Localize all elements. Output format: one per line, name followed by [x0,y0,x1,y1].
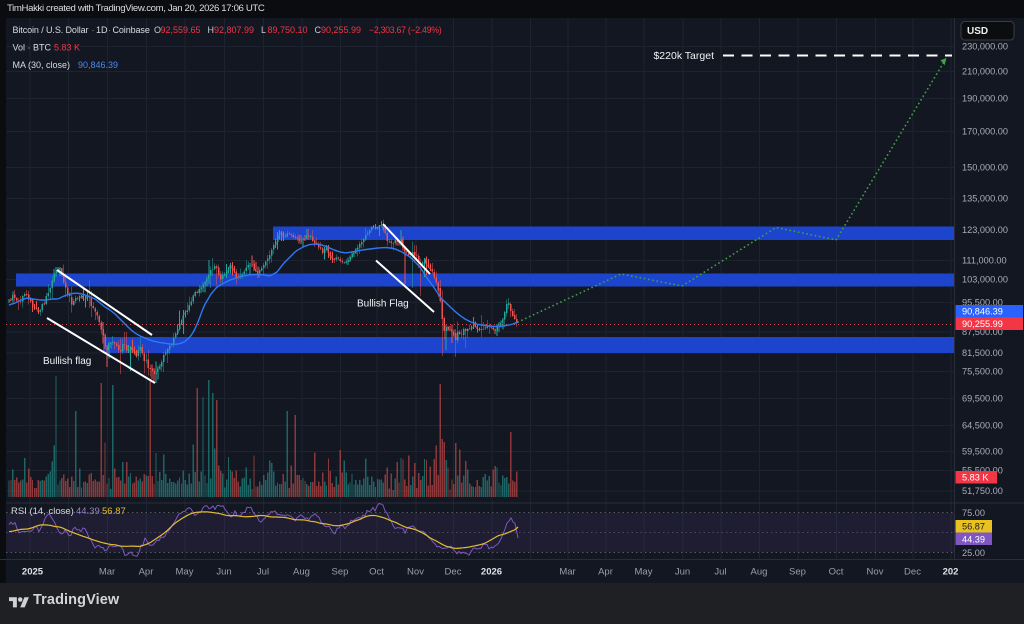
svg-text:Mar: Mar [559,567,575,578]
svg-text:111,000.00: 111,000.00 [962,255,1007,265]
svg-text:210,000.00: 210,000.00 [962,66,1008,76]
svg-text:90,255.99: 90,255.99 [962,319,1003,329]
svg-text:1D: 1D [96,25,108,35]
svg-text:H: H [208,25,215,35]
svg-text:64,500.00: 64,500.00 [962,420,1003,430]
svg-text:$220k Target: $220k Target [653,50,714,62]
svg-text:O: O [154,25,161,35]
svg-text:5.83 K: 5.83 K [54,43,80,53]
svg-text:75,500.00: 75,500.00 [962,366,1003,376]
svg-text:Jun: Jun [675,567,690,578]
svg-text:Jul: Jul [257,567,269,578]
svg-text:RSI (14, close): RSI (14, close) [11,506,74,517]
svg-text:95,500.00: 95,500.00 [962,297,1003,307]
svg-text:Bullish Flag: Bullish Flag [357,299,409,310]
svg-text:170,000.00: 170,000.00 [962,126,1008,136]
svg-text:Bitcoin / U.S. Dollar: Bitcoin / U.S. Dollar [13,25,89,35]
svg-text:90,255.99: 90,255.99 [321,25,361,35]
svg-text:−2,303.67 (−2.49%): −2,303.67 (−2.49%) [369,25,442,35]
svg-text:90,846.39: 90,846.39 [962,307,1003,317]
svg-text:87,500.00: 87,500.00 [962,327,1003,337]
svg-text:25.00: 25.00 [962,548,985,558]
svg-text:103,000.00: 103,000.00 [962,274,1008,284]
svg-text:MA (30, close): MA (30, close) [13,60,71,70]
svg-text:202: 202 [943,567,959,578]
svg-text:92,807.99: 92,807.99 [214,25,254,35]
svg-text:230,000.00: 230,000.00 [962,41,1008,51]
svg-text:Aug: Aug [293,567,310,578]
svg-text:L: L [261,25,266,35]
svg-text:135,000.00: 135,000.00 [962,193,1008,203]
svg-text:Apr: Apr [598,567,613,578]
svg-text:2025: 2025 [22,567,44,578]
svg-text:Oct: Oct [829,567,844,578]
svg-text:51,750.00: 51,750.00 [962,486,1003,496]
svg-text:44.39: 44.39 [962,534,985,544]
svg-text:89,750.10: 89,750.10 [268,25,308,35]
svg-text:56.87: 56.87 [102,506,126,517]
svg-text:Sep: Sep [332,567,349,578]
svg-text:Aug: Aug [751,567,768,578]
svg-text:Apr: Apr [139,567,154,578]
svg-text:81,500.00: 81,500.00 [962,348,1003,358]
svg-text:·: · [92,25,95,35]
svg-text:C: C [315,25,322,35]
svg-text:56.87: 56.87 [962,522,985,532]
svg-text:55,500.00: 55,500.00 [962,465,1003,475]
svg-text:Sep: Sep [789,567,806,578]
svg-text:2026: 2026 [481,567,502,578]
svg-text:Jul: Jul [714,567,726,578]
svg-text:190,000.00: 190,000.00 [962,93,1008,103]
svg-text:May: May [176,567,194,578]
svg-text:Jun: Jun [216,567,231,578]
svg-text:123,000.00: 123,000.00 [962,225,1008,235]
svg-text:Nov: Nov [407,567,424,578]
svg-text:Dec: Dec [904,567,921,578]
svg-text:Vol · BTC: Vol · BTC [13,43,52,53]
svg-text:Dec: Dec [445,567,462,578]
svg-text:USD: USD [967,26,988,37]
svg-text:·: · [108,25,111,35]
svg-text:Oct: Oct [369,567,384,578]
svg-text:Mar: Mar [99,567,115,578]
svg-text:44.39: 44.39 [76,506,100,517]
svg-text:Coinbase: Coinbase [113,25,150,35]
svg-text:69,500.00: 69,500.00 [962,393,1003,403]
svg-text:Bullish flag: Bullish flag [43,356,91,367]
svg-text:59,500.00: 59,500.00 [962,446,1003,456]
svg-text:90,846.39: 90,846.39 [78,60,118,70]
svg-text:May: May [635,567,653,578]
svg-text:92,559.65: 92,559.65 [161,25,201,35]
svg-text:Nov: Nov [867,567,884,578]
svg-text:150,000.00: 150,000.00 [962,162,1008,172]
svg-text:75.00: 75.00 [962,508,985,518]
svg-text:5.83 K: 5.83 K [962,473,989,483]
